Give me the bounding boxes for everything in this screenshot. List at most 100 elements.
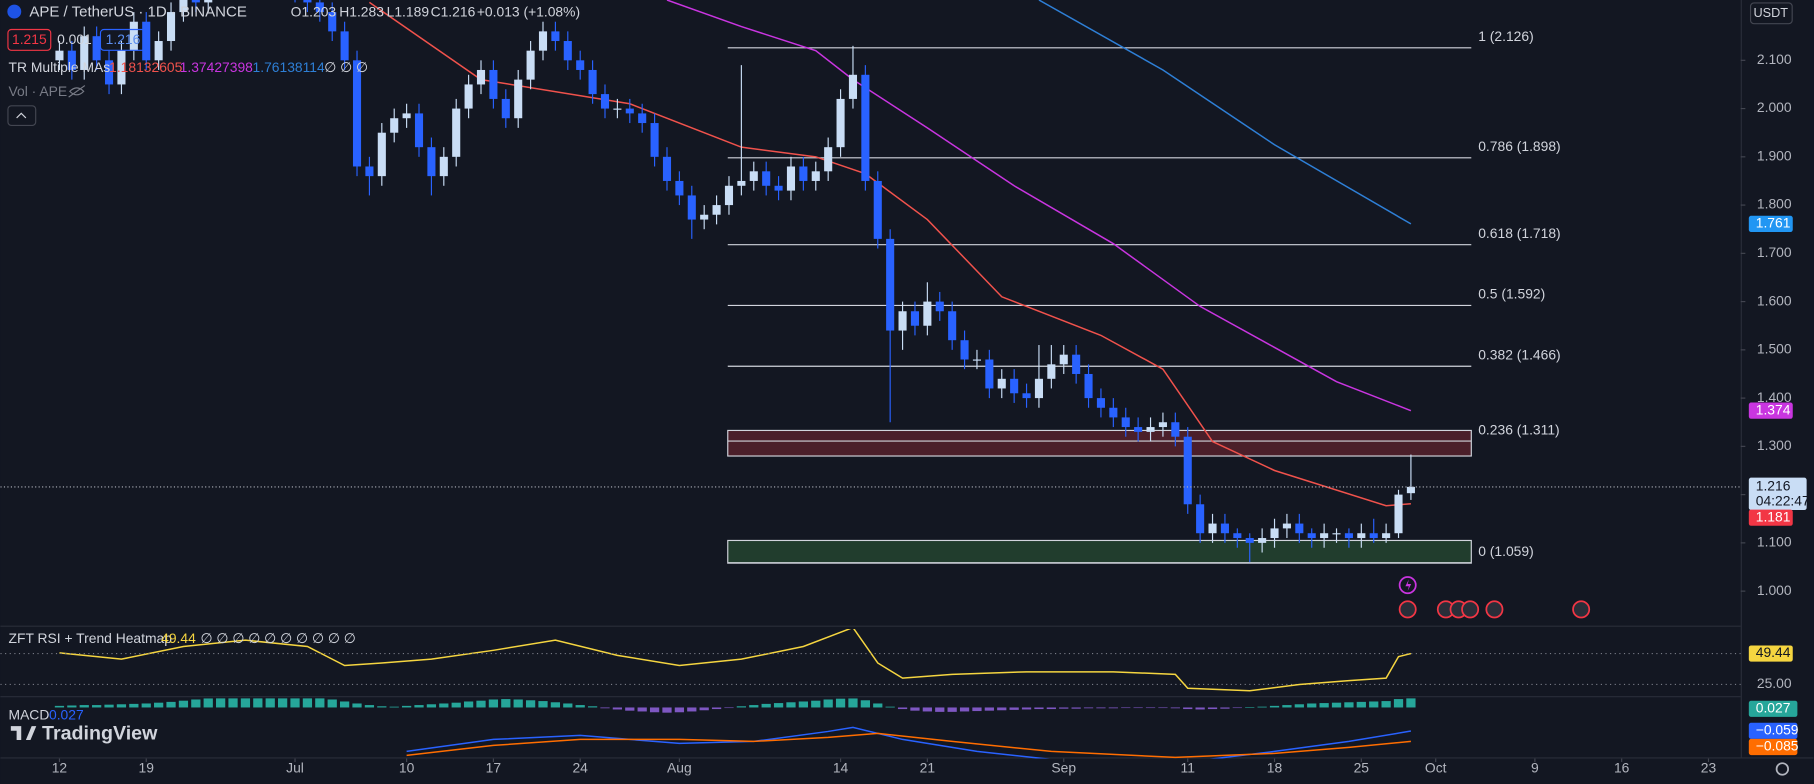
- candle-body: [427, 147, 436, 177]
- candle-body: [328, 12, 337, 32]
- candle-body: [1146, 427, 1155, 432]
- macd-bar: [674, 707, 685, 713]
- macd-bar: [364, 705, 375, 708]
- chevron: [16, 112, 27, 119]
- macd-bar: [798, 701, 808, 708]
- candle-body: [1109, 407, 1118, 418]
- event-icon[interactable]: [1398, 576, 1417, 595]
- candle-body: [1022, 393, 1031, 399]
- macd-bar: [612, 707, 623, 710]
- candle-body: [650, 123, 659, 157]
- buy-box[interactable]: [99, 28, 147, 51]
- candle-body: [687, 195, 696, 220]
- macd-bar: [154, 702, 164, 708]
- zone: [727, 539, 1472, 564]
- collapse-button[interactable]: [7, 105, 37, 127]
- candle-body: [1320, 533, 1329, 539]
- macd-bar: [1269, 705, 1280, 708]
- macd-bar: [550, 702, 561, 708]
- candle-body: [1357, 533, 1366, 539]
- macd-badge-label: −0.059: [1756, 721, 1799, 737]
- macd-value: 0.027: [49, 706, 84, 722]
- macd-bar: [1369, 701, 1379, 708]
- macd-bar: [67, 705, 77, 708]
- macd-bar: [525, 700, 536, 708]
- candle-body: [799, 166, 808, 181]
- candle-body: [1295, 523, 1304, 534]
- fib-label: 0.5 (1.592): [1478, 286, 1545, 302]
- candle-body: [625, 108, 634, 114]
- macd-bar: [997, 707, 1007, 711]
- candle-body: [1134, 427, 1143, 432]
- macd-bar: [873, 703, 883, 708]
- macd-bar: [637, 707, 647, 712]
- y-tick-label: 1.600: [1757, 292, 1792, 308]
- settings[interactable]: [1775, 762, 1790, 776]
- zone: [727, 429, 1472, 457]
- macd-badge-label: −0.085: [1756, 738, 1799, 754]
- macd-bar: [327, 699, 337, 708]
- rsi-suffix: ∅ ∅ ∅ ∅ ∅ ∅ ∅ ∅ ∅ ∅: [200, 630, 355, 646]
- macd-bar: [1356, 701, 1366, 708]
- macd-bar: [401, 705, 412, 708]
- fib-label: 0.618 (1.718): [1478, 225, 1560, 241]
- macd-badge: [1748, 722, 1798, 739]
- candle-body: [166, 12, 176, 42]
- close: C1.216: [431, 3, 476, 19]
- candle-body: [1220, 523, 1229, 534]
- x-tick-label: Oct: [1425, 760, 1447, 776]
- sell-box[interactable]: [7, 28, 52, 51]
- macd-bar: [885, 706, 895, 708]
- macd-bar: [166, 701, 176, 708]
- candle-body: [551, 31, 560, 42]
- rsi-pane: [0, 629, 1741, 692]
- y-tick-label: 1.500: [1757, 341, 1792, 357]
- macd-bar: [625, 707, 635, 711]
- rsi-title: ZFT RSI + Trend Heatmap: [9, 630, 173, 646]
- macd-bar: [947, 707, 957, 712]
- x-tick-label: 10: [399, 760, 415, 776]
- flag-icons[interactable]: [1398, 600, 1591, 619]
- macd-bar: [1009, 707, 1019, 710]
- candle-body: [514, 79, 523, 119]
- macd-bar: [1158, 707, 1168, 709]
- macd-bar: [1121, 707, 1131, 709]
- macd-bar: [191, 699, 201, 708]
- candle-body: [1332, 533, 1341, 535]
- candle-body: [873, 180, 882, 239]
- macd-bar: [587, 706, 598, 708]
- candle-body: [923, 301, 932, 326]
- macd-bar: [488, 699, 499, 708]
- price-badge: [1748, 509, 1793, 526]
- x-tick-label: 18: [1267, 760, 1283, 776]
- macd-badge: [1748, 738, 1798, 756]
- price-badge: [1748, 215, 1793, 232]
- hidden-icon[interactable]: [68, 85, 86, 98]
- candle-body: [935, 301, 944, 312]
- macd-bar: [1145, 707, 1156, 709]
- x-tick-label: 23: [1701, 760, 1717, 776]
- macd-bar: [736, 706, 747, 708]
- currency-button[interactable]: [1749, 2, 1793, 25]
- candle-body: [836, 98, 845, 148]
- candle-body: [526, 50, 535, 80]
- candle-body: [675, 180, 684, 196]
- macd-bar: [786, 702, 796, 708]
- ma-suffix: ∅ ∅ ∅: [324, 59, 368, 75]
- macd-bar: [290, 698, 300, 708]
- macd-bar: [228, 698, 238, 708]
- macd-bar: [54, 705, 65, 708]
- candle-body: [154, 41, 163, 61]
- candle-body: [948, 311, 957, 341]
- macd-bar: [1096, 707, 1106, 709]
- candle-body: [1282, 523, 1291, 529]
- macd-bar: [1232, 707, 1242, 709]
- macd-bar: [538, 701, 548, 708]
- macd-bar: [662, 707, 672, 713]
- currency: USDT: [1753, 5, 1788, 20]
- candle-body: [848, 74, 858, 99]
- macd-bar: [513, 699, 523, 708]
- macd-bar: [761, 703, 771, 708]
